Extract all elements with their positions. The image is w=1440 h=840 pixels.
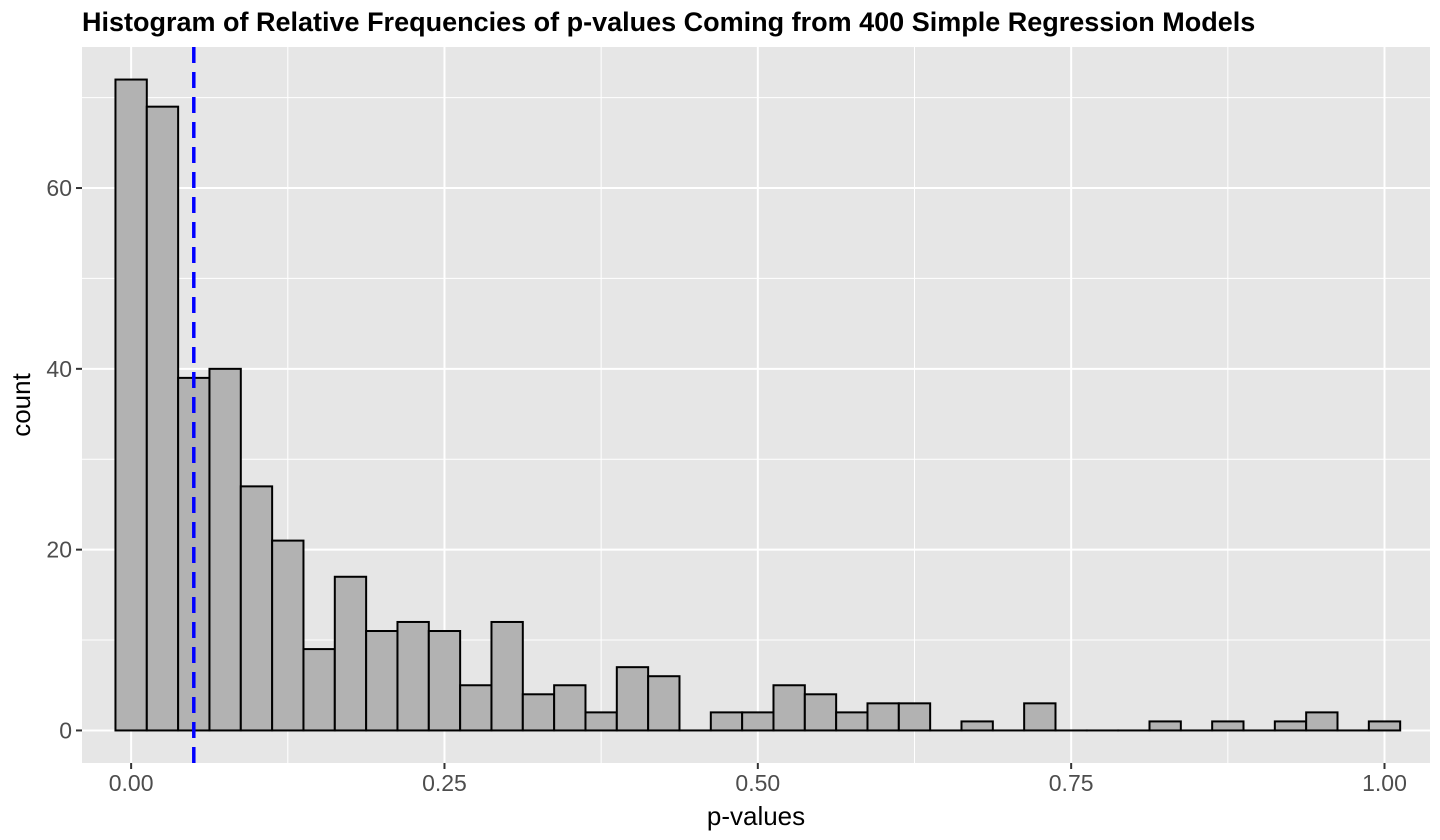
histogram-bar <box>647 675 681 732</box>
plot-panel <box>82 47 1430 763</box>
x-tick-label: 0.00 <box>109 770 154 796</box>
y-tick-label: 40 <box>46 356 72 382</box>
histogram-bar <box>553 684 587 732</box>
histogram-bar <box>835 711 869 732</box>
histogram-bar <box>271 539 305 732</box>
histogram-bar <box>897 702 932 732</box>
histogram-bar <box>459 684 493 732</box>
histogram-bar <box>208 367 242 732</box>
histogram-bar <box>1367 720 1402 732</box>
y-tick-label: 20 <box>46 537 72 563</box>
histogram-bar <box>709 711 744 732</box>
histogram-bar <box>114 78 148 732</box>
histogram-bar <box>302 648 336 732</box>
histogram-bar <box>772 684 806 732</box>
histogram-bar <box>427 630 462 732</box>
histogram-bars <box>114 78 1402 732</box>
histogram-bar <box>615 666 650 732</box>
histogram-bar <box>490 620 524 732</box>
histogram-bar <box>1211 720 1245 732</box>
histogram-bar <box>960 720 994 732</box>
histogram-bar <box>803 693 838 732</box>
histogram-bar <box>396 620 430 732</box>
histogram-bar <box>741 711 775 732</box>
histogram-bar <box>365 630 399 732</box>
histogram-bar <box>1305 711 1339 732</box>
histogram-bar <box>333 575 368 732</box>
x-tick-label: 0.75 <box>1049 770 1094 796</box>
y-tick-label: 60 <box>46 175 72 201</box>
y-tick-label: 0 <box>59 717 72 743</box>
histogram-bar <box>1148 720 1182 732</box>
x-axis-title: p-values <box>707 801 805 831</box>
histogram-bar <box>145 105 180 732</box>
histogram-bar <box>521 693 556 732</box>
x-tick-label: 0.50 <box>735 770 780 796</box>
histogram-bar <box>239 485 274 732</box>
chart-title: Histogram of Relative Frequencies of p-v… <box>82 7 1255 37</box>
y-axis-title: count <box>6 372 36 436</box>
histogram-bar <box>584 711 618 732</box>
histogram-bar <box>1273 720 1308 732</box>
histogram-bar <box>1023 702 1057 732</box>
x-tick-label: 1.00 <box>1362 770 1407 796</box>
histogram-bar <box>866 702 900 732</box>
x-tick-label: 0.25 <box>422 770 467 796</box>
x-axis: 0.00 0.25 0.50 0.75 1.00 <box>109 763 1407 796</box>
y-axis: 0 20 40 60 <box>46 175 82 743</box>
